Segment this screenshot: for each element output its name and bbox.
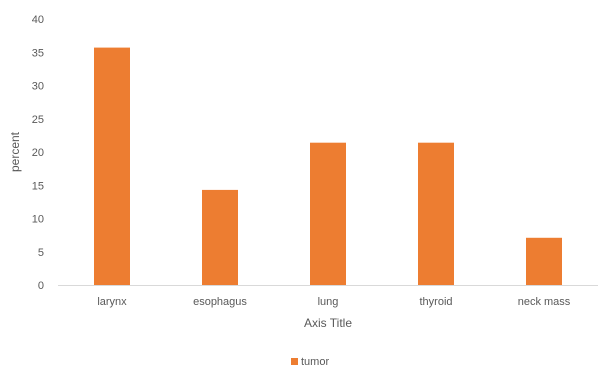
bars — [94, 47, 562, 285]
bar-neck-mass — [526, 237, 562, 285]
y-tick-label: 15 — [32, 180, 44, 192]
y-tick-label: 10 — [32, 214, 44, 226]
x-tick-label: esophagus — [193, 296, 247, 308]
y-tick-label: 0 — [38, 280, 44, 292]
y-tick-label: 20 — [32, 147, 44, 159]
y-axis-title: percent — [8, 131, 22, 172]
x-tick-label: neck mass — [518, 296, 571, 308]
bar-lung — [310, 142, 346, 285]
bar-esophagus — [202, 189, 238, 285]
legend-swatch-tumor — [291, 358, 298, 365]
x-axis-title: Axis Title — [304, 316, 352, 330]
y-tick-label: 30 — [32, 81, 44, 93]
y-axis-ticks: 0 5 10 15 20 25 30 35 40 — [32, 14, 44, 292]
x-tick-label: thyroid — [419, 296, 452, 308]
y-tick-label: 35 — [32, 47, 44, 59]
y-tick-label: 25 — [32, 114, 44, 126]
x-tick-label: larynx — [97, 296, 127, 308]
bar-thyroid — [418, 142, 454, 285]
legend: tumor — [291, 356, 329, 368]
legend-label-tumor: tumor — [301, 356, 329, 368]
y-tick-label: 40 — [32, 14, 44, 26]
x-axis-ticks: larynx esophagus lung thyroid neck mass — [97, 296, 570, 308]
x-tick-label: lung — [318, 296, 339, 308]
bar-larynx — [94, 47, 130, 285]
y-tick-label: 5 — [38, 247, 44, 259]
